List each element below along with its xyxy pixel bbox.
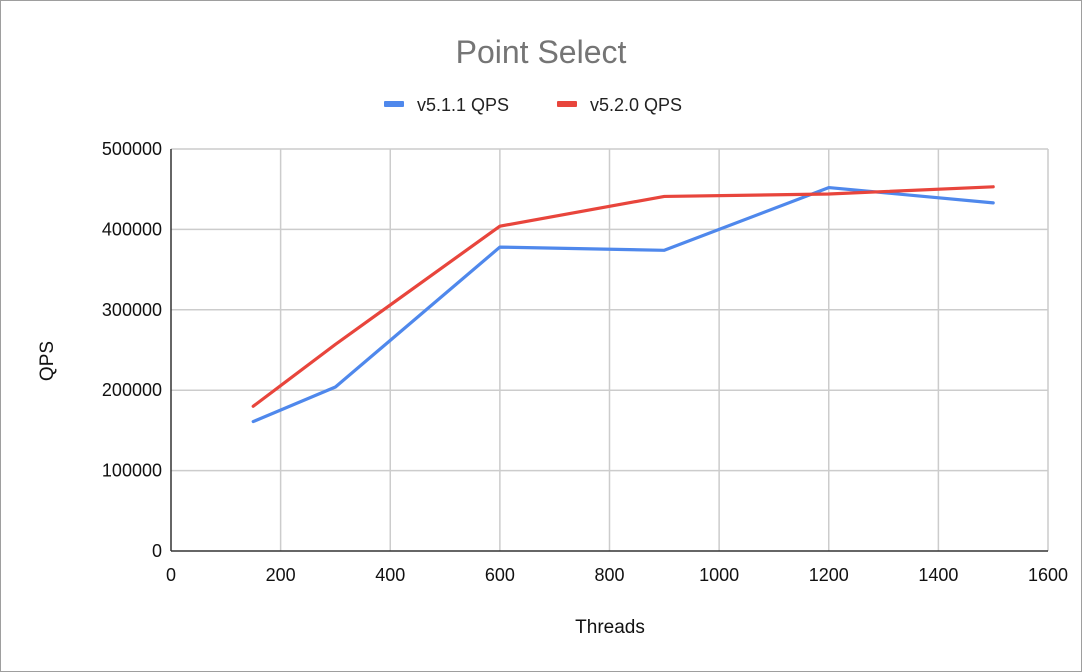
legend: v5.1.1 QPS v5.2.0 QPS (384, 95, 682, 115)
axes (170, 149, 1048, 552)
x-tick-label: 800 (594, 565, 624, 585)
y-axis-title: QPS (37, 341, 58, 381)
y-tick-label: 500000 (102, 139, 162, 159)
tick-labels: 0 200 400 600 800 1000 1200 1400 1600 0 100000 2000… (102, 139, 1068, 585)
x-tick-label: 600 (485, 565, 515, 585)
y-tick-label: 300000 (102, 300, 162, 320)
chart-title: Point Select (456, 34, 627, 70)
x-axis-title: Threads (575, 617, 645, 638)
x-tick-label: 1200 (809, 565, 849, 585)
x-tick-label: 1000 (699, 565, 739, 585)
x-tick-label: 200 (266, 565, 296, 585)
series-line-2 (251, 185, 995, 408)
x-tick-label: 1400 (918, 565, 958, 585)
x-tick-label: 400 (375, 565, 405, 585)
x-tick-label: 0 (166, 565, 176, 585)
legend-swatch-2 (557, 101, 577, 107)
legend-label-1: v5.1.1 QPS (417, 95, 509, 115)
series-lines (251, 185, 995, 424)
y-tick-label: 100000 (102, 461, 162, 481)
grid (171, 148, 1049, 551)
x-tick-label: 1600 (1028, 565, 1068, 585)
legend-label-2: v5.2.0 QPS (590, 95, 682, 115)
y-tick-label: 400000 (102, 219, 162, 239)
series-line-1 (251, 185, 995, 424)
y-tick-label: 0 (152, 541, 162, 561)
legend-swatch-1 (384, 101, 404, 107)
y-tick-label: 200000 (102, 380, 162, 400)
